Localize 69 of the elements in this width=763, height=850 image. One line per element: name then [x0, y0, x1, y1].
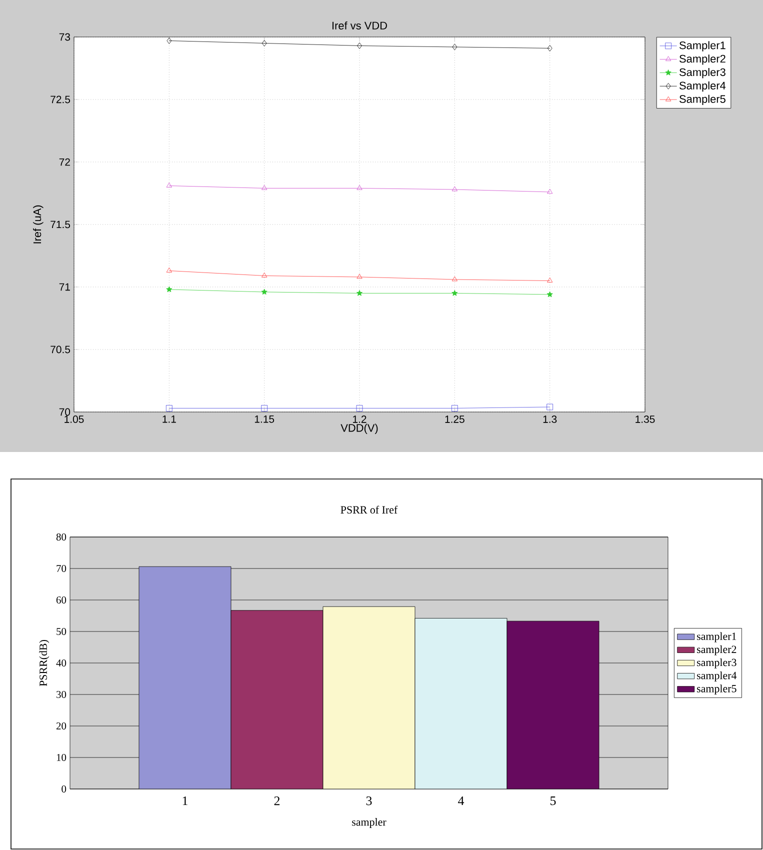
x-tick-label: 1.2 — [353, 416, 366, 423]
y-tick-label: 30 — [56, 690, 66, 698]
y-tick-label: 0 — [62, 785, 66, 793]
x-tick-label: 1.1 — [162, 416, 176, 423]
x-axis-title: VDD(V) — [340, 424, 378, 434]
x-tick-label: 2 — [274, 796, 280, 806]
point — [452, 44, 458, 50]
chart-title: PSRR of Iref — [340, 506, 398, 514]
x-tick-label: 3 — [366, 796, 372, 806]
legend-label: Sampler2 — [680, 54, 726, 65]
legend-label: sampler1 — [697, 632, 736, 642]
x-tick-label: 5 — [550, 796, 556, 806]
x-tick-label: 1.35 — [636, 416, 655, 423]
y-axis-title: Iref (uA) — [33, 205, 44, 244]
y-tick-label: 50 — [56, 628, 66, 636]
point — [356, 405, 363, 412]
point — [166, 182, 172, 188]
chart-title: Iref vs VDD — [332, 21, 387, 30]
x-tick-label: 1.25 — [445, 416, 464, 423]
legend-label: Sampler5 — [680, 94, 726, 106]
point — [261, 288, 268, 295]
point — [452, 186, 458, 192]
y-tick-label: 71.5 — [50, 220, 70, 228]
point — [166, 405, 172, 412]
point — [547, 45, 552, 52]
point — [452, 290, 458, 296]
point — [262, 272, 268, 278]
legend-label: Sampler3 — [680, 68, 726, 78]
legend-label: sampler2 — [697, 645, 736, 656]
point — [166, 286, 172, 292]
y-tick-label: 80 — [56, 533, 66, 541]
point — [357, 42, 362, 49]
y-tick-label: 10 — [56, 754, 66, 762]
x-tick-label: 1 — [182, 796, 188, 806]
point — [356, 185, 362, 190]
point — [547, 278, 553, 282]
y-tick-label: 71 — [59, 283, 70, 291]
legend-label: Sampler4 — [680, 81, 726, 92]
x-axis-title: sampler — [352, 818, 386, 828]
legend-label: sampler5 — [697, 684, 736, 695]
legend-label: sampler3 — [697, 658, 736, 668]
y-tick-label: 73 — [59, 33, 70, 41]
y-axis-title: PSRR(dB) — [39, 640, 50, 686]
point — [452, 276, 458, 282]
y-tick-label: 20 — [56, 722, 66, 730]
legend-label: sampler4 — [697, 672, 737, 682]
point — [356, 290, 363, 296]
legend-label: Sampler1 — [680, 41, 726, 52]
y-tick-label: 72 — [59, 158, 70, 166]
x-tick-label: 1.05 — [64, 416, 84, 423]
point — [262, 185, 268, 190]
y-tick-label: 70 — [59, 408, 70, 416]
point — [546, 291, 553, 298]
point — [262, 40, 267, 46]
x-tick-label: 4 — [458, 796, 464, 806]
point — [356, 274, 362, 279]
y-tick-label: 40 — [56, 659, 66, 667]
y-tick-label: 72.5 — [50, 96, 70, 104]
x-tick-label: 1.15 — [254, 416, 274, 423]
point — [546, 404, 554, 410]
x-tick-label: 1.3 — [543, 416, 557, 423]
point — [547, 188, 553, 194]
y-tick-label: 60 — [56, 596, 66, 604]
y-tick-label: 70 — [56, 564, 66, 572]
y-tick-label: 70.5 — [50, 346, 70, 354]
point — [451, 405, 458, 412]
point — [166, 38, 172, 44]
point — [261, 405, 268, 412]
point — [166, 268, 172, 272]
